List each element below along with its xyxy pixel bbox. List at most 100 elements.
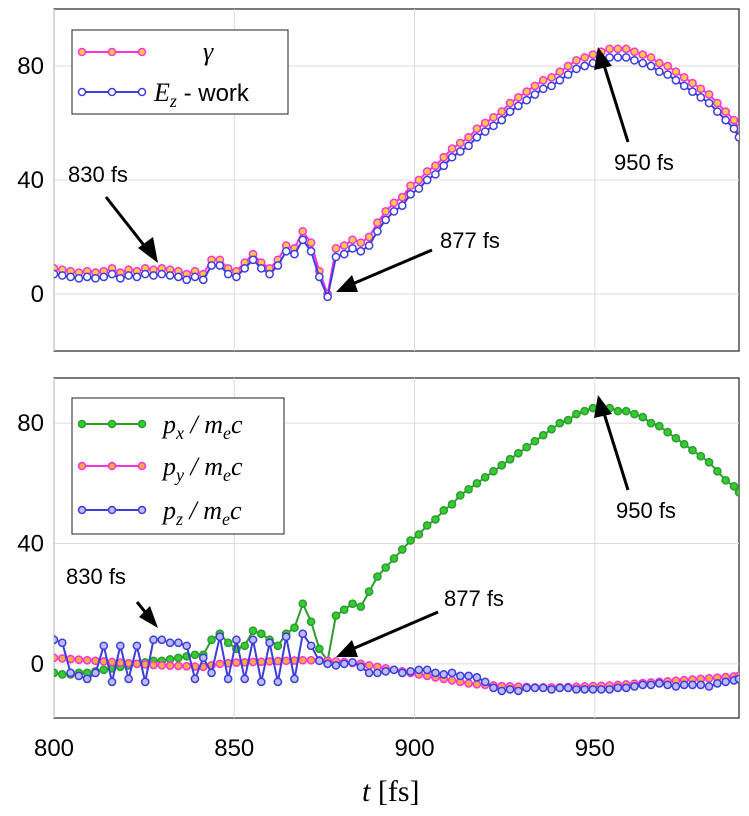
top-series-1-point <box>621 53 631 62</box>
top-arrow-830 <box>104 196 158 263</box>
top-series-0-point <box>696 84 706 94</box>
top-series-0-point <box>472 124 482 134</box>
top-series-1-point <box>464 141 473 151</box>
x-axis-label: t [fs] <box>362 775 420 808</box>
bottom-series-2-point <box>115 641 125 651</box>
bottom-series-2-point <box>734 674 739 684</box>
bottom-series-0-point <box>497 460 507 470</box>
top-series-1-point <box>646 61 656 71</box>
bottom-series-2-point <box>54 635 59 645</box>
top-series-1-point <box>140 269 150 279</box>
top-series-0-point <box>663 61 672 71</box>
top-series-1-point <box>713 107 722 116</box>
bottom-series-2-point <box>74 671 84 681</box>
top-series-1-point <box>472 132 482 142</box>
top-series-1-point <box>248 255 258 265</box>
bottom-series-2-point <box>455 671 465 681</box>
bottom-series-1-point <box>107 657 117 667</box>
top-series-1-point <box>339 249 349 259</box>
bottom-legend-entry-3: pz / mec <box>77 496 242 529</box>
bottom-series-0-point <box>273 641 283 651</box>
bottom-series-1-point <box>182 661 192 671</box>
top-series-0-point <box>630 47 639 57</box>
top-legend-ez-suffix: - work <box>177 80 250 107</box>
bottom-series-2-point <box>82 674 92 684</box>
top-series-0-point <box>605 44 614 54</box>
top-series-1-point <box>688 87 697 97</box>
top-series-0-point <box>638 50 648 59</box>
bottom-series-clip <box>54 403 739 696</box>
top-series-1-point <box>455 147 465 156</box>
bottom-series-0-point <box>240 641 250 651</box>
bottom-legend-marker-2a <box>77 461 87 471</box>
bottom-series-0-point <box>356 602 366 612</box>
bottom-series-0-point <box>397 545 407 554</box>
bottom-x-tick-labels: 800 850 900 950 <box>34 735 615 762</box>
top-series-1-point <box>281 246 291 256</box>
legend-px-sub2: e <box>223 423 231 443</box>
top-series-1-point <box>364 241 374 250</box>
bottom-series-1-point <box>157 660 167 670</box>
bottom-series-1-point <box>74 655 84 664</box>
bottom-series-0-point <box>298 599 308 609</box>
top-series-1-point <box>256 264 266 273</box>
bottom-legend-label-px: px / mec <box>161 410 243 443</box>
top-series-1-point <box>323 292 332 302</box>
bottom-legend-label-pz: pz / mec <box>161 496 242 529</box>
bottom-series-0-point <box>190 650 200 660</box>
bottom-series-2-point <box>91 668 100 678</box>
x-axis-label-unit: [fs] <box>370 775 419 808</box>
top-series-1-point <box>91 273 100 283</box>
bottom-arrow-950-shaft <box>601 409 630 491</box>
bottom-series-2-point <box>149 635 158 645</box>
top-series-0-point <box>563 61 573 71</box>
top-series-1-point <box>223 269 233 279</box>
bottom-series-2-point <box>207 668 216 678</box>
legend-pz-mid: / m <box>183 496 222 525</box>
bottom-series-2-point <box>638 680 648 690</box>
top-series-0-point <box>489 112 498 122</box>
bottom-series-2-point <box>654 679 664 688</box>
top-series-1-point <box>497 115 507 125</box>
bottom-series-0-point <box>364 587 374 596</box>
bottom-series-0-point <box>99 665 109 675</box>
top-series-1-point <box>555 75 565 85</box>
bottom-series-2-point <box>248 635 258 645</box>
bottom-series-2-point <box>381 667 391 676</box>
bottom-series-2-point <box>596 685 606 694</box>
top-series-0-point <box>381 207 391 216</box>
top-series-0-point <box>588 50 598 59</box>
top-series-1-point <box>439 161 449 171</box>
top-series-0-point <box>373 218 382 228</box>
bottom-series-2-point <box>522 683 532 693</box>
bottom-series-0-point <box>704 457 714 467</box>
top-legend-marker-2b <box>107 87 117 97</box>
bottom-xtick-label: 900 <box>395 735 435 762</box>
bottom-series-2-point <box>414 665 424 675</box>
top-series-0-point <box>447 144 457 153</box>
bottom-series-0-point <box>381 563 391 572</box>
top-series-1-point <box>107 269 117 279</box>
top-series-0-point <box>397 192 407 202</box>
bottom-series-2-point <box>281 632 291 642</box>
top-series-1-point <box>538 84 548 94</box>
bottom-series-2-point <box>431 668 440 678</box>
bottom-series-2-point <box>265 638 274 648</box>
top-series-1-point <box>580 61 590 71</box>
bottom-series-2-point <box>331 660 341 670</box>
top-series-1-point <box>704 98 714 108</box>
top-series-1-point <box>671 75 681 85</box>
bottom-series-0-point <box>414 530 424 539</box>
bottom-series-0-point <box>248 626 258 636</box>
top-series-clip <box>54 44 739 302</box>
top-series-0-point <box>654 58 664 68</box>
top-legend-marker-1b <box>107 47 117 57</box>
bottom-series-0-point <box>348 599 357 609</box>
legend-pz-sub: z <box>175 509 183 529</box>
top-legend: γ Ez - work <box>71 29 289 115</box>
top-legend-marker-1a <box>77 47 87 57</box>
bottom-series-0-point <box>555 418 565 428</box>
top-arrow-830-shaft <box>104 196 152 254</box>
top-legend-ez-sub: z <box>169 91 177 111</box>
legend-pz-tail: c <box>230 496 242 525</box>
